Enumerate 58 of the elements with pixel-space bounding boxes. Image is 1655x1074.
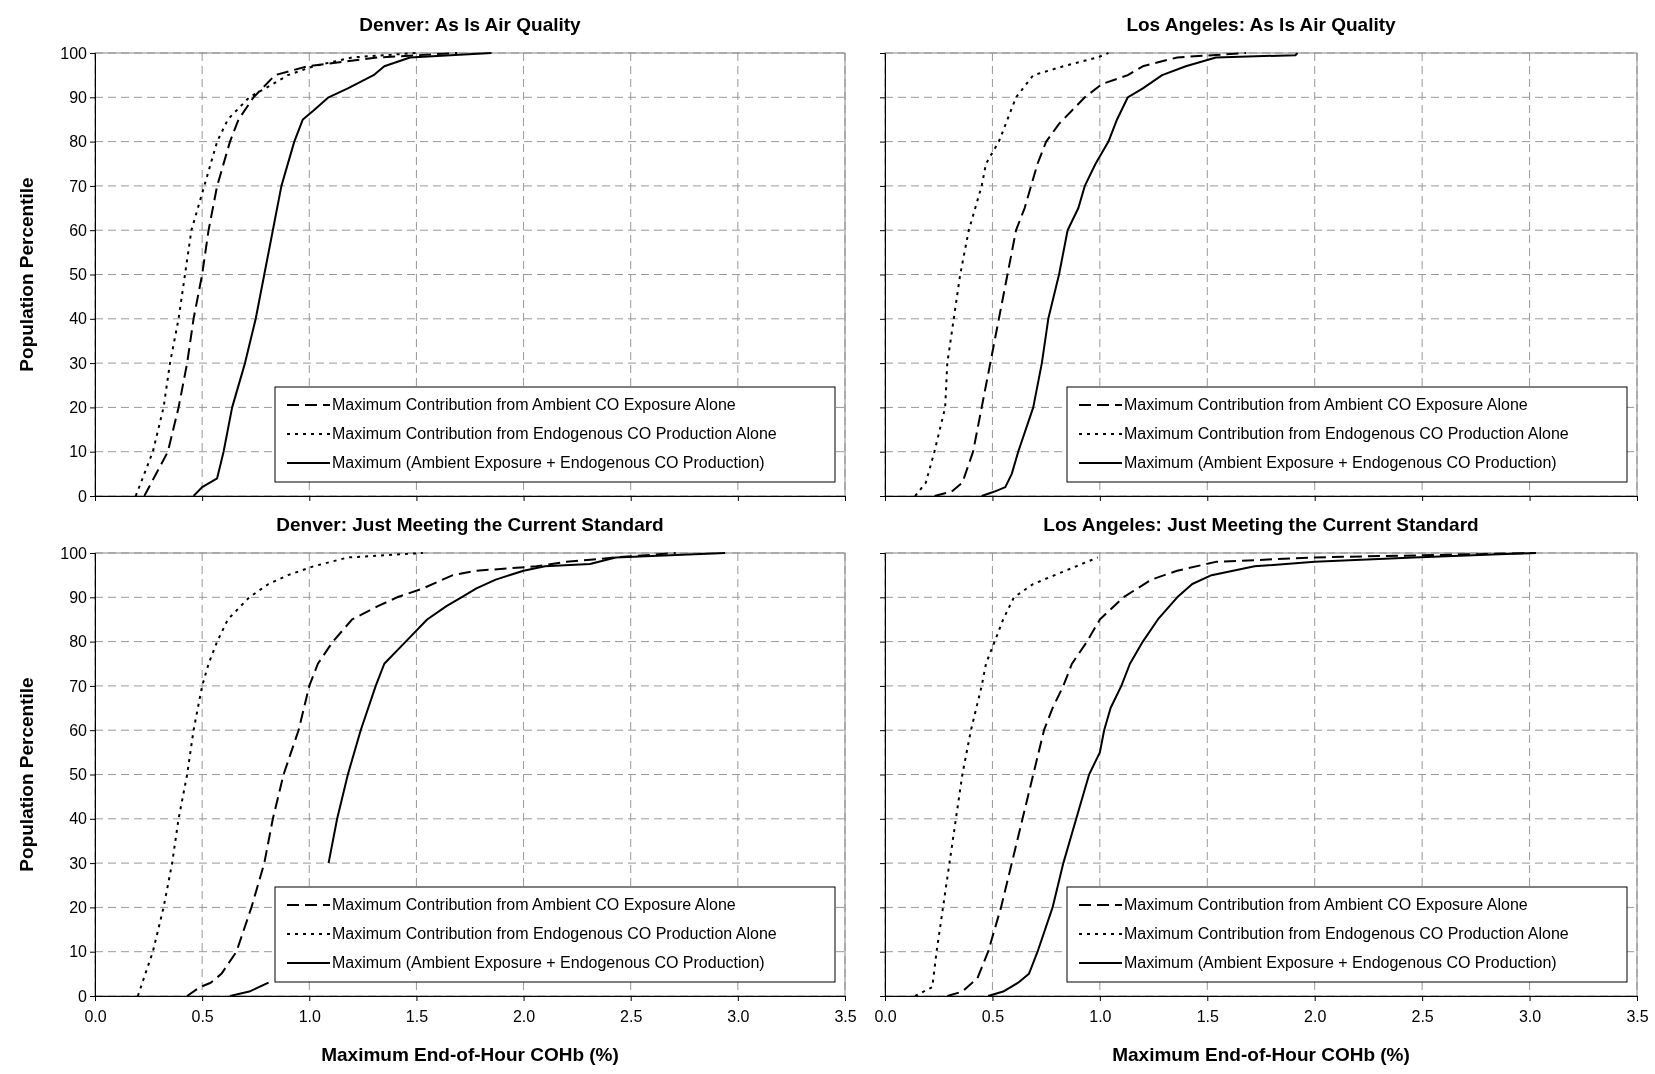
y-tick-label: 80 <box>69 633 88 651</box>
legend-label: Maximum Contribution from Endogenous CO Production Alone <box>1124 925 1569 942</box>
y-tick-label: 90 <box>69 88 88 106</box>
y-tick-label: 10 <box>69 943 88 961</box>
y-tick-label: 40 <box>69 310 88 328</box>
y-tick-label: 100 <box>60 544 88 562</box>
x-tick-label: 0.0 <box>84 1007 107 1025</box>
y-tick-label: 0 <box>78 487 88 505</box>
legend-label: Maximum (Ambient Exposure + Endogenous CO Production) <box>1124 454 1557 471</box>
y-tick-label: 50 <box>69 766 88 784</box>
y-tick-label: 100 <box>60 44 88 62</box>
y-tick-label: 70 <box>69 677 88 695</box>
legend-label: Maximum Contribution from Endogenous CO Production Alone <box>332 925 777 942</box>
legend-label: Maximum (Ambient Exposure + Endogenous CO Production) <box>332 454 765 471</box>
y-tick-label: 80 <box>69 133 88 151</box>
y-tick-label: 60 <box>69 221 88 239</box>
legend-label: Maximum Contribution from Endogenous CO Production Alone <box>332 425 777 442</box>
y-tick-label: 20 <box>69 399 88 417</box>
x-tick-label: 2.0 <box>1304 1007 1327 1025</box>
y-tick-label: 30 <box>69 854 88 872</box>
x-tick-label: 2.5 <box>620 1007 643 1025</box>
x-tick-label: 2.0 <box>512 1007 536 1025</box>
y-tick-label: 40 <box>69 810 88 828</box>
chart-title: Denver: Just Meeting the Current Standard <box>276 514 664 535</box>
x-tick-label: 2.5 <box>1411 1007 1434 1025</box>
y-axis-title: Population Percentile <box>16 177 37 372</box>
x-axis-title: Maximum End-of-Hour COHb (%) <box>1112 1044 1410 1065</box>
x-tick-label: 3.5 <box>1626 1007 1649 1025</box>
legend-label: Maximum Contribution from Endogenous CO Production Alone <box>1124 425 1569 442</box>
legend-label: Maximum Contribution from Ambient CO Exposure Alone <box>1124 396 1528 413</box>
chart-title: Denver: As Is Air Quality <box>359 14 582 35</box>
legend-label: Maximum Contribution from Ambient CO Exposure Alone <box>1124 896 1528 913</box>
y-tick-label: 50 <box>69 266 88 284</box>
y-tick-label: 10 <box>69 443 88 461</box>
legend-label: Maximum Contribution from Ambient CO Exposure Alone <box>332 396 736 413</box>
x-tick-label: 1.5 <box>1196 1007 1219 1025</box>
legend-label: Maximum (Ambient Exposure + Endogenous CO Production) <box>332 954 765 971</box>
x-tick-label: 3.0 <box>727 1007 750 1025</box>
x-tick-label: 1.0 <box>298 1007 321 1025</box>
y-tick-label: 70 <box>69 177 88 195</box>
legend-label: Maximum Contribution from Ambient CO Exposure Alone <box>332 896 736 913</box>
x-tick-label: 3.0 <box>1518 1007 1542 1025</box>
x-tick-label: 1.0 <box>1089 1007 1112 1025</box>
x-tick-label: 1.5 <box>405 1007 429 1025</box>
legend-label: Maximum (Ambient Exposure + Endogenous CO Production) <box>1124 954 1557 971</box>
y-axis-title: Population Percentile <box>16 677 37 872</box>
x-tick-label: 0.5 <box>981 1007 1005 1025</box>
y-tick-label: 0 <box>78 987 88 1005</box>
x-tick-label: 3.5 <box>834 1007 857 1025</box>
y-tick-label: 90 <box>69 588 88 606</box>
x-tick-label: 0.5 <box>191 1007 214 1025</box>
y-tick-label: 20 <box>69 899 88 917</box>
y-tick-label: 30 <box>69 354 88 372</box>
x-axis-title: Maximum End-of-Hour COHb (%) <box>321 1044 619 1065</box>
x-tick-label: 0.0 <box>874 1007 897 1025</box>
chart-title: Los Angeles: Just Meeting the Current Standard <box>1043 514 1479 535</box>
chart-title: Los Angeles: As Is Air Quality <box>1126 14 1397 35</box>
y-tick-label: 60 <box>69 721 88 739</box>
